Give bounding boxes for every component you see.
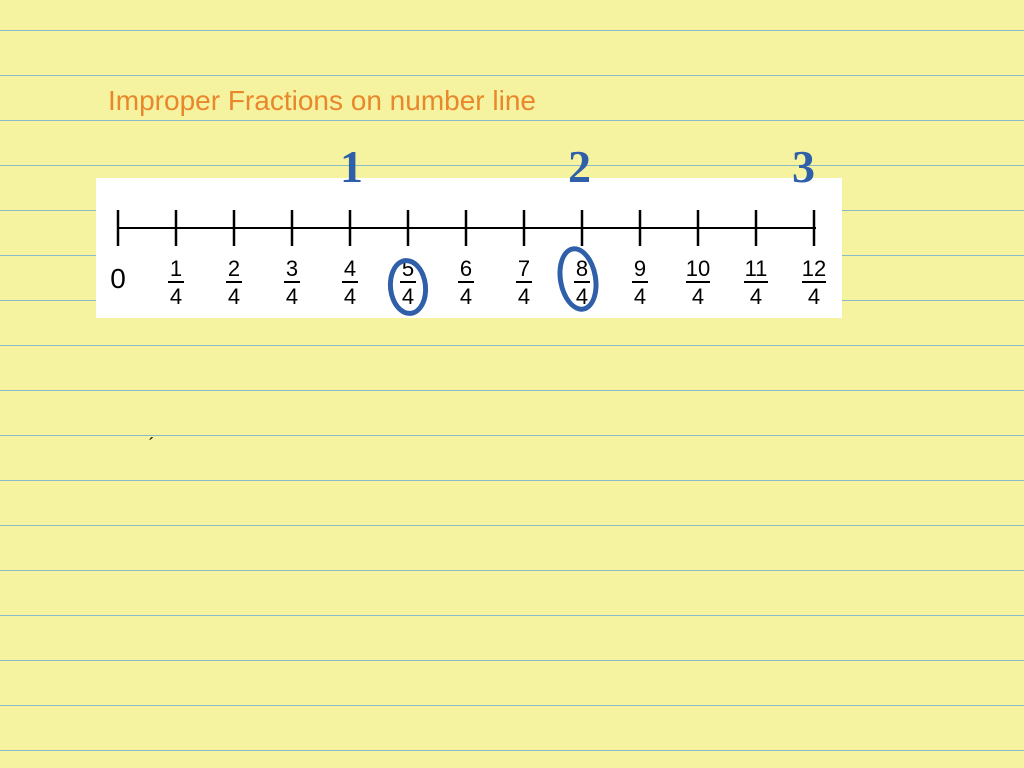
- ruled-line: [0, 390, 1024, 391]
- svg-text:12: 12: [802, 256, 826, 281]
- ruled-line: [0, 480, 1024, 481]
- ruled-line: [0, 345, 1024, 346]
- ruled-line: [0, 120, 1024, 121]
- svg-text:4: 4: [460, 284, 472, 309]
- stray-mark: ´: [148, 434, 154, 455]
- numberline-svg: 0142434445464748494104114124: [96, 178, 842, 318]
- svg-text:9: 9: [634, 256, 646, 281]
- hand-label: 1: [340, 140, 363, 193]
- svg-text:4: 4: [170, 284, 182, 309]
- ruled-line: [0, 660, 1024, 661]
- svg-text:4: 4: [344, 284, 356, 309]
- svg-text:7: 7: [518, 256, 530, 281]
- ruled-line: [0, 570, 1024, 571]
- ruled-line: [0, 525, 1024, 526]
- numberline-panel: 0142434445464748494104114124: [96, 178, 842, 318]
- svg-text:0: 0: [110, 263, 126, 294]
- svg-text:4: 4: [634, 284, 646, 309]
- hand-label: 2: [568, 140, 591, 193]
- svg-text:4: 4: [692, 284, 704, 309]
- ruled-line: [0, 30, 1024, 31]
- ruled-line: [0, 705, 1024, 706]
- svg-text:1: 1: [170, 256, 182, 281]
- svg-text:2: 2: [228, 256, 240, 281]
- svg-text:10: 10: [686, 256, 710, 281]
- svg-text:4: 4: [808, 284, 820, 309]
- svg-text:4: 4: [344, 256, 356, 281]
- ruled-line: [0, 165, 1024, 166]
- svg-text:6: 6: [460, 256, 472, 281]
- svg-text:4: 4: [518, 284, 530, 309]
- ruled-line: [0, 615, 1024, 616]
- hand-label: 3: [792, 140, 815, 193]
- svg-text:11: 11: [745, 256, 768, 281]
- svg-text:4: 4: [228, 284, 240, 309]
- ruled-line: [0, 750, 1024, 751]
- svg-text:3: 3: [286, 256, 298, 281]
- svg-text:4: 4: [750, 284, 762, 309]
- svg-text:4: 4: [286, 284, 298, 309]
- page-title: Improper Fractions on number line: [108, 85, 536, 117]
- ruled-line: [0, 75, 1024, 76]
